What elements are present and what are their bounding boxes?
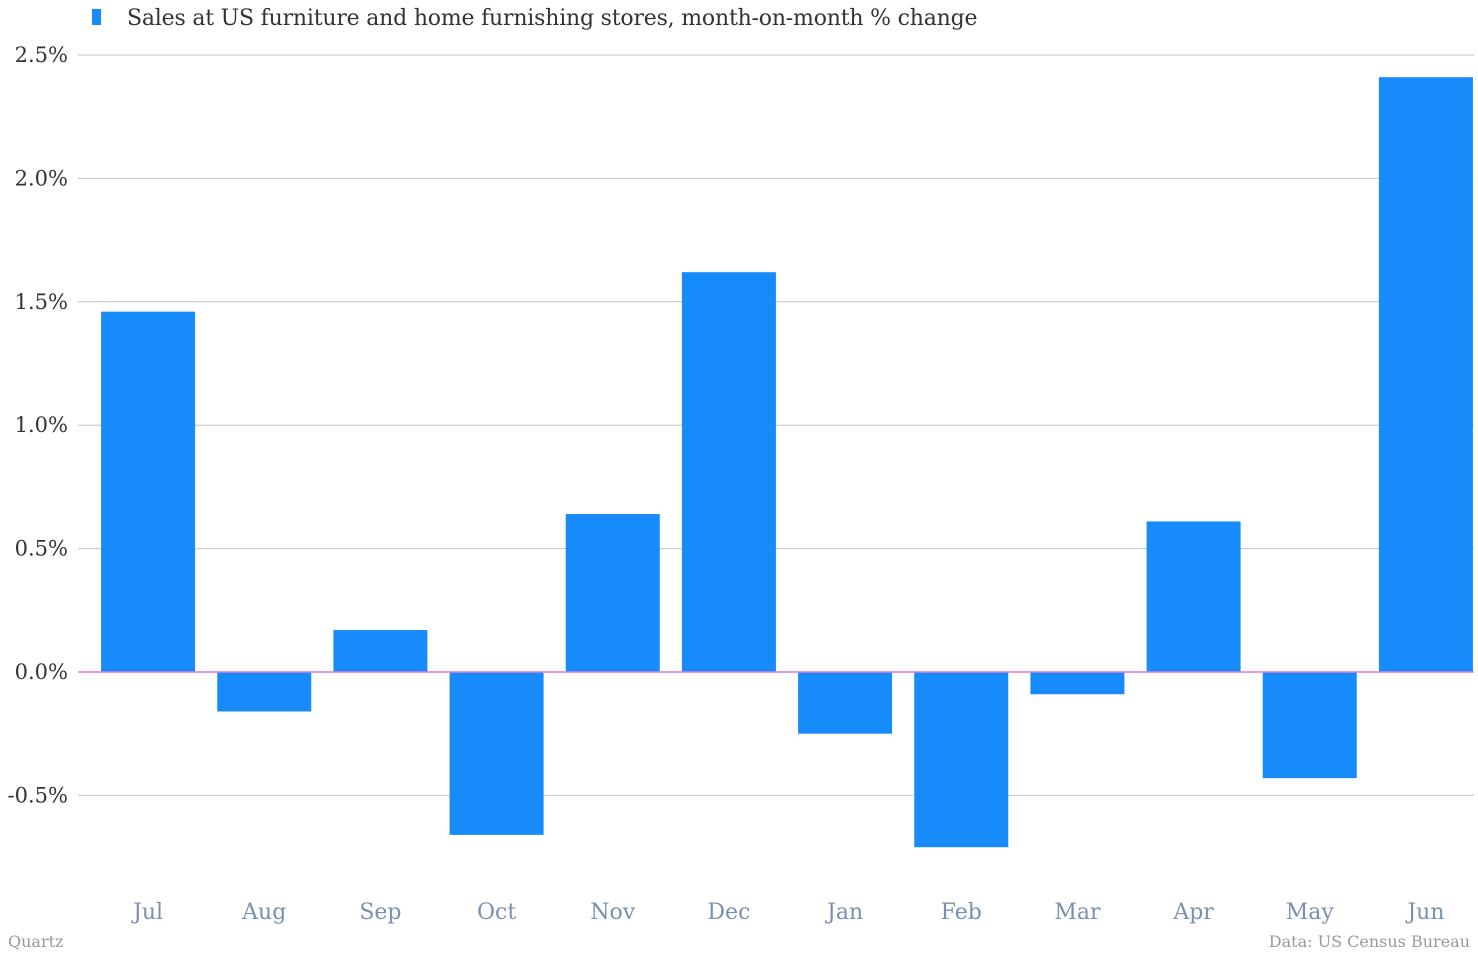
- x-tick-label: Apr: [1172, 900, 1214, 925]
- y-tick-label: 1.0%: [15, 413, 68, 437]
- y-tick-label: 2.5%: [15, 43, 68, 67]
- y-tick-label: 0.5%: [15, 537, 68, 561]
- footer-source: Data: US Census Bureau: [1268, 932, 1470, 951]
- bar-nov: [565, 514, 660, 672]
- bar-apr: [1146, 521, 1241, 672]
- bar-aug: [217, 672, 312, 712]
- legend-series-label: Sales at US furniture and home furnishin…: [127, 6, 978, 31]
- bar-sep: [333, 630, 428, 672]
- bar-feb: [914, 672, 1009, 848]
- bar-may: [1262, 672, 1357, 779]
- x-tick-label: Mar: [1054, 900, 1101, 925]
- legend-swatch: [92, 9, 101, 25]
- bar-jun: [1378, 77, 1473, 673]
- y-axis-ticks: -0.5% 0.0% 0.5% 1.0% 1.5% 2.0% 2.5%: [8, 43, 68, 807]
- bars: [101, 77, 1473, 848]
- x-tick-label: Aug: [241, 900, 286, 925]
- x-tick-label: May: [1286, 900, 1335, 925]
- x-tick-label: Dec: [707, 900, 750, 925]
- x-axis-labels: Jul Aug Sep Oct Nov Dec Jan Feb Mar Apr May Jun: [131, 900, 1444, 925]
- x-tick-label: Jun: [1405, 900, 1444, 925]
- x-tick-label: Sep: [359, 900, 401, 925]
- bar-dec: [681, 272, 776, 672]
- x-tick-label: Oct: [477, 900, 516, 925]
- bar-jul: [101, 311, 196, 672]
- bar-oct: [449, 672, 544, 835]
- x-tick-label: Feb: [941, 900, 982, 925]
- bar-jan: [798, 672, 893, 734]
- y-tick-label: -0.5%: [8, 783, 68, 807]
- gridlines: [78, 54, 1474, 796]
- y-tick-label: 2.0%: [15, 166, 68, 190]
- y-tick-label: 0.0%: [15, 660, 68, 684]
- y-tick-label: 1.5%: [15, 290, 68, 314]
- footer-brand: Quartz: [8, 932, 64, 951]
- x-tick-label: Nov: [590, 900, 635, 925]
- bar-mar: [1030, 672, 1125, 695]
- x-tick-label: Jul: [131, 900, 163, 925]
- x-tick-label: Jan: [825, 900, 863, 925]
